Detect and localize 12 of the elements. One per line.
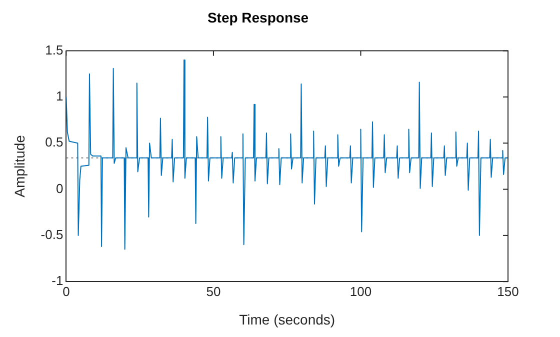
y-tick-label: -1 <box>52 273 64 288</box>
x-tick-label: 50 <box>206 284 221 299</box>
y-axis-title: Amplitude <box>11 134 28 198</box>
x-tick-label: 150 <box>497 284 519 299</box>
y-tick-label: 0.5 <box>45 134 64 150</box>
chart-title: Step Response <box>207 9 309 26</box>
x-axis-title: Time (seconds) <box>239 311 336 328</box>
y-tick-label: 0 <box>56 180 64 196</box>
y-tick-label: 1.5 <box>45 42 64 58</box>
x-tick-label: 100 <box>350 284 372 299</box>
y-tick-label: -0.5 <box>40 227 64 242</box>
y-tick-label: 1 <box>56 88 64 104</box>
